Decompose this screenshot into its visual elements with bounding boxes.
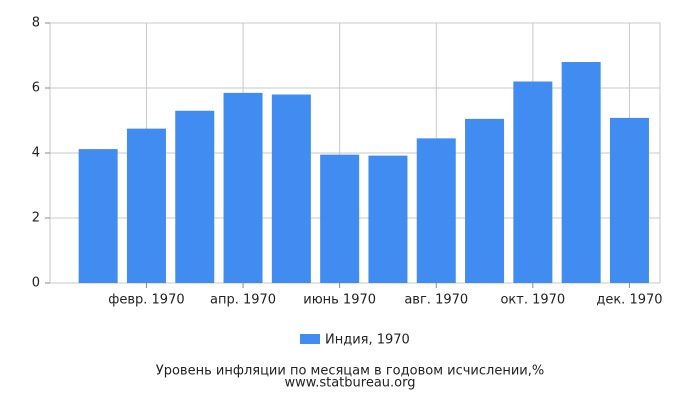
bar	[320, 154, 360, 283]
bar	[223, 92, 263, 283]
bar	[175, 110, 215, 283]
bar	[271, 94, 311, 283]
source: www.statbureau.org	[285, 376, 416, 391]
y-tick-label: 0	[32, 276, 40, 291]
y-tick-label: 2	[32, 211, 40, 226]
legend-swatch	[300, 334, 320, 344]
x-tick-label: апр. 1970	[210, 293, 276, 308]
bar	[465, 118, 505, 283]
x-tick-label: июнь 1970	[303, 293, 376, 308]
bar	[78, 149, 118, 283]
x-tick-label: дек. 1970	[596, 293, 662, 308]
x-tick-label: февр. 1970	[108, 293, 184, 308]
bar	[368, 155, 408, 283]
x-tick-label: авг. 1970	[404, 293, 468, 308]
x-tick-label: окт. 1970	[500, 293, 565, 308]
legend-label: Индия, 1970	[325, 333, 410, 348]
y-tick-label: 4	[32, 146, 40, 161]
chart-title: Уровень инфляции по месяцам в годовом ис…	[156, 364, 544, 379]
bar	[126, 128, 166, 283]
y-tick-label: 8	[32, 16, 40, 31]
bar	[561, 62, 601, 283]
bar	[513, 81, 553, 283]
bar	[416, 138, 456, 283]
bar	[609, 117, 649, 284]
y-tick-label: 6	[32, 81, 40, 96]
